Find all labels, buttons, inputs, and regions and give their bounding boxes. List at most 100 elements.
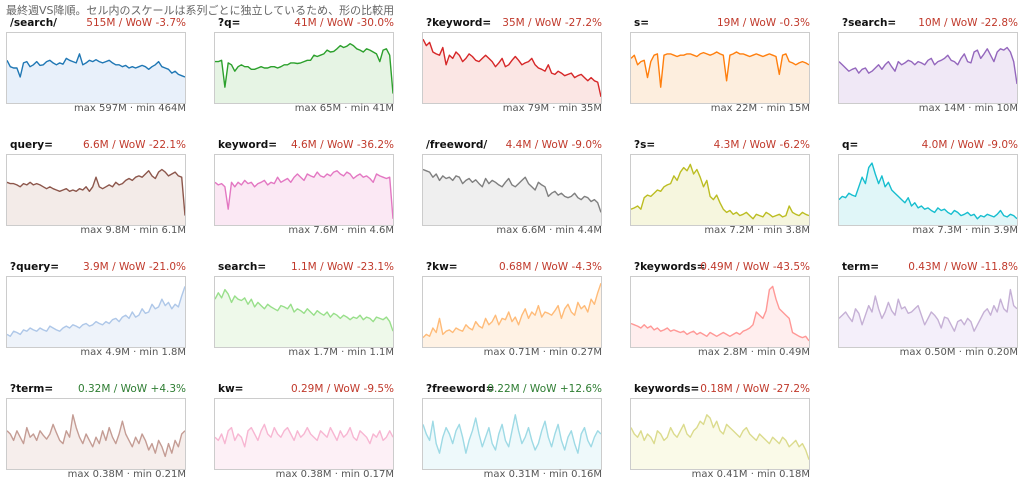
sparkline-chart [214, 154, 394, 226]
series-label: ?keywords= [634, 261, 706, 273]
sparkline-area [215, 424, 393, 470]
series-label: kw= [218, 383, 244, 395]
sparkline-frame [630, 154, 810, 226]
chart-cell: ?s= 4.3M / WoW -6.2% max 7.2M · min 3.8M [627, 139, 810, 237]
sparkline-line [6, 286, 186, 337]
series-label: /search/ [10, 17, 58, 29]
chart-cell: ?keywords= 0.49M / WoW -43.5% max 2.8M · m… [627, 261, 810, 359]
chart-cell: ?query= 3.9M / WoW -21.0% max 4.9M · min 1… [3, 261, 186, 359]
chart-cell: ?term= 0.32M / WoW +4.3% max 0.38M · min 0… [3, 383, 186, 481]
range-label: max 7.3M · min 3.9M [912, 225, 1018, 236]
sparkline-frame [214, 154, 394, 226]
sparkline-line [214, 423, 394, 448]
sparkline-frame [422, 32, 602, 104]
cell-header: ?query= 3.9M / WoW -21.0% [6, 261, 186, 275]
wow-change: 0.43M / WoW -11.8% [908, 261, 1018, 273]
wow-change: 4.6M / WoW -36.2% [290, 139, 394, 151]
series-label: ?search= [842, 17, 897, 29]
chart-cell: s= 19M / WoW -0.3% max 22M · min 15M [627, 17, 810, 115]
sparkline-frame [422, 276, 602, 348]
sparkline-line [422, 414, 602, 454]
series-label: ?term= [10, 383, 54, 395]
sparkline-area [631, 414, 809, 470]
sparkline-chart [838, 276, 1018, 348]
wow-change: 3.9M / WoW -21.0% [82, 261, 186, 273]
chart-cell: /search/515M / WoW -3.7% max 597M · min 4… [3, 17, 186, 115]
series-label: query= [10, 139, 53, 151]
cell-header: ?q= 41M / WoW -30.0% [214, 17, 394, 31]
sparkline-frame [838, 154, 1018, 226]
sparkline-line [630, 163, 810, 220]
cell-header: search= 1.1M / WoW -23.1% [214, 261, 394, 275]
series-label: ?q= [218, 17, 241, 29]
sparkline-frame [630, 32, 810, 104]
wow-change: 35M / WoW -27.2% [502, 17, 602, 29]
sparkline-chart [6, 276, 186, 348]
chart-cell: /freeword/4.4M / WoW -9.0% max 6.6M · min… [419, 139, 602, 237]
sparkline-area [7, 169, 185, 226]
range-label: max 2.8M · min 0.49M [698, 347, 810, 358]
chart-note: 最終週VS降順。セル内のスケールは系列ごとに独立しているため、形の比較用 [6, 4, 395, 17]
cell-header: kw= 0.29M / WoW -9.5% [214, 383, 394, 397]
wow-change: 10M / WoW -22.8% [918, 17, 1018, 29]
sparkline-line [215, 42, 394, 94]
range-label: max 0.71M · min 0.27M [483, 347, 602, 358]
cell-header: ?search= 10M / WoW -22.8% [838, 17, 1018, 31]
chart-cell: ?keyword= 35M / WoW -27.2% max 79M · min 3… [419, 17, 602, 115]
sparkline-frame [6, 32, 186, 104]
sparkline-chart [422, 398, 602, 470]
cell-header: ?term= 0.32M / WoW +4.3% [6, 383, 186, 397]
chart-cell: keywords= 0.18M / WoW -27.2% max 0.41M · m… [627, 383, 810, 481]
sparkline-frame [630, 398, 810, 470]
range-label: max 0.38M · min 0.17M [275, 469, 394, 480]
range-label: max 9.8M · min 6.1M [80, 225, 186, 236]
sparkline-chart [214, 276, 394, 348]
cell-header: keywords= 0.18M / WoW -27.2% [630, 383, 810, 397]
sparkline-line [838, 46, 1018, 85]
series-label: ?s= [634, 139, 656, 151]
sparkline-line [422, 168, 602, 213]
sparkline-line [630, 285, 810, 342]
series-label: term= [842, 261, 880, 273]
sparkline-area [7, 414, 185, 470]
chart-cell: ?kw= 0.68M / WoW -4.3% max 0.71M · min 0.2… [419, 261, 602, 359]
range-label: max 1.7M · min 1.1M [288, 347, 394, 358]
chart-cell: ?search= 10M / WoW -22.8% max 14M · min 10… [835, 17, 1018, 115]
wow-change: 0.22M / WoW +12.6% [487, 383, 602, 395]
range-label: max 65M · min 41M [294, 103, 394, 114]
range-label: max 22M · min 15M [710, 103, 810, 114]
sparkline-frame [214, 276, 394, 348]
sparkline-chart [6, 398, 186, 470]
range-label: max 4.9M · min 1.8M [80, 347, 186, 358]
cell-header: ?s= 4.3M / WoW -6.2% [630, 139, 810, 153]
wow-change: 4.0M / WoW -9.0% [921, 139, 1018, 151]
wow-change: 6.6M / WoW -22.1% [82, 139, 186, 151]
cell-header: ?keywords= 0.49M / WoW -43.5% [630, 261, 810, 275]
sparkline-area [839, 163, 1017, 226]
wow-change: 0.18M / WoW -27.2% [700, 383, 810, 395]
wow-change: 19M / WoW -0.3% [716, 17, 810, 29]
range-label: max 0.41M · min 0.18M [691, 469, 810, 480]
chart-cell: query= 6.6M / WoW -22.1% max 9.8M · min 6.… [3, 139, 186, 237]
sparkline-area [839, 47, 1017, 104]
chart-cell: search= 1.1M / WoW -23.1% max 1.7M · min 1… [211, 261, 394, 359]
sparkline-chart [630, 154, 810, 226]
chart-cell: term= 0.43M / WoW -11.8% max 0.50M · min 0… [835, 261, 1018, 359]
sparkline-frame [422, 398, 602, 470]
wow-change: 515M / WoW -3.7% [86, 17, 186, 29]
sparkline-line [838, 288, 1018, 332]
chart-cell: q= 4.0M / WoW -9.0% max 7.3M · min 3.9M [835, 139, 1018, 237]
range-label: max 79M · min 35M [502, 103, 602, 114]
cell-header: query= 6.6M / WoW -22.1% [6, 139, 186, 153]
sparkline-frame [630, 276, 810, 348]
range-label: max 597M · min 464M [74, 103, 186, 114]
range-label: max 0.50M · min 0.20M [899, 347, 1018, 358]
series-label: search= [218, 261, 267, 273]
sparkline-line [422, 38, 602, 97]
cell-header: /search/515M / WoW -3.7% [6, 17, 186, 31]
wow-change: 4.4M / WoW -9.0% [505, 139, 602, 151]
sparkline-frame [6, 276, 186, 348]
range-label: max 7.6M · min 4.6M [288, 225, 394, 236]
sparkline-frame [838, 276, 1018, 348]
sparkline-frame [838, 32, 1018, 104]
